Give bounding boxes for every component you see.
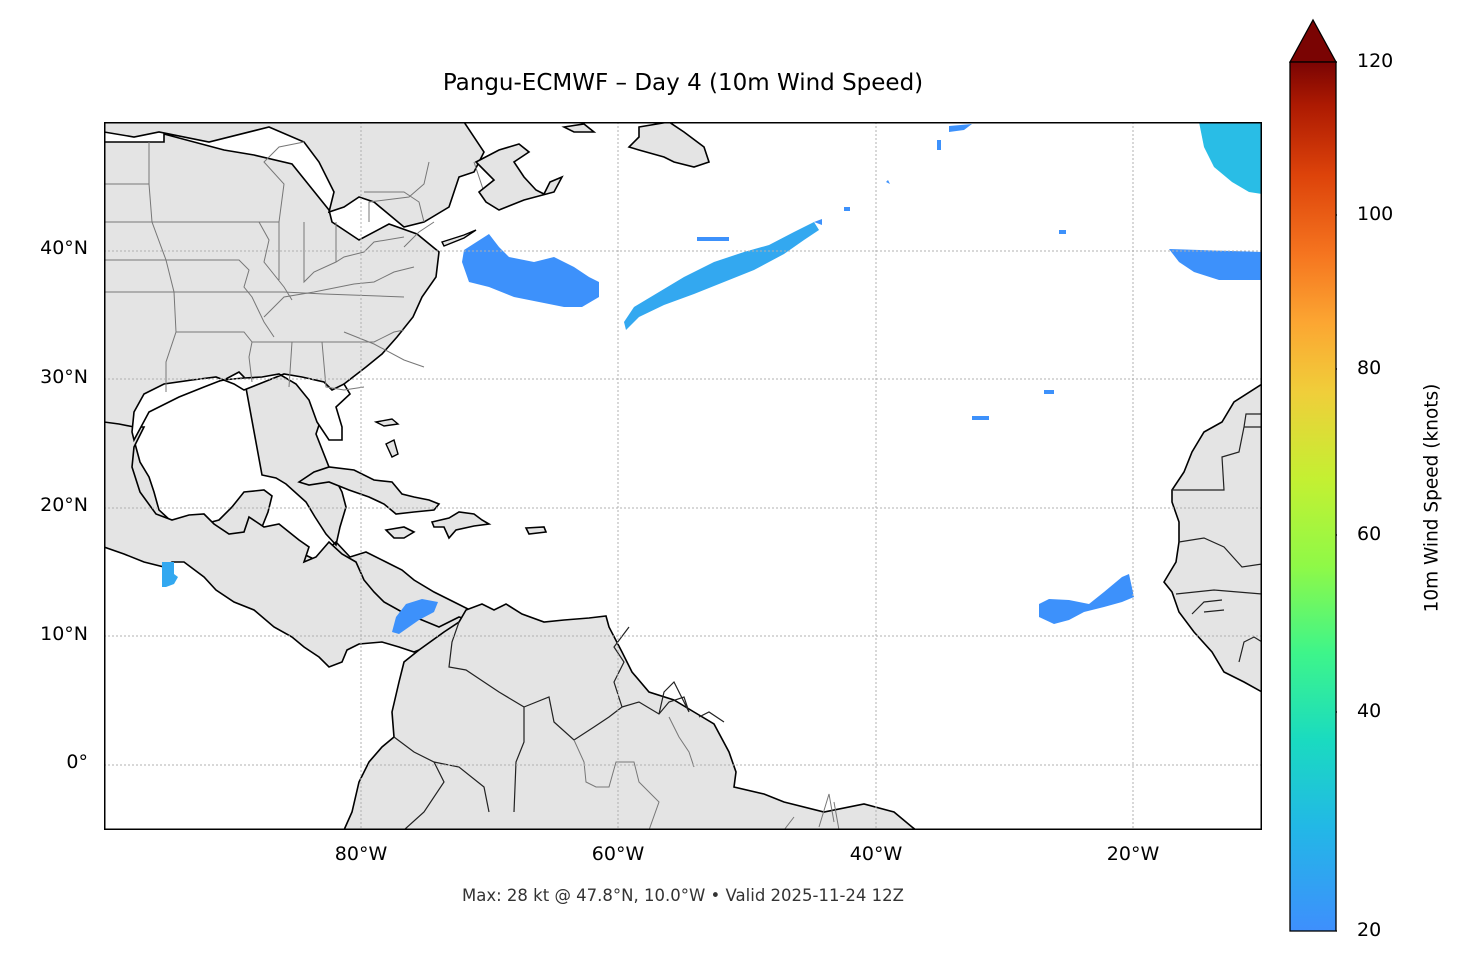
- y-tick-label: 40°N: [40, 237, 88, 259]
- south-america: [343, 603, 918, 830]
- state-borders: [104, 141, 505, 392]
- colorbar-tick: 60: [1357, 523, 1382, 545]
- puerto-rico: [524, 526, 548, 535]
- colorbar-tick: 40: [1357, 700, 1382, 722]
- country-borders-africa: [1172, 413, 1262, 663]
- wind-region-central-atlantic: [624, 222, 819, 330]
- x-tick-label: 80°W: [334, 843, 388, 865]
- wind-region-tehuantepec: [162, 562, 178, 587]
- y-tick-label: 10°N: [40, 623, 88, 645]
- wind-speed-regions: [162, 122, 1262, 634]
- colorbar-tick: 20: [1357, 919, 1382, 941]
- hispaniola: [430, 511, 492, 540]
- wind-region-us-northeast: [462, 234, 599, 307]
- cuba: [297, 466, 441, 515]
- colorbar-tick: 100: [1357, 203, 1394, 225]
- west-africa: [1163, 383, 1262, 693]
- gridlines: [104, 122, 1262, 830]
- bahamas: [373, 418, 400, 458]
- chart-title: Pangu-ECMWF – Day 4 (10m Wind Speed): [442, 70, 924, 96]
- gulf-of-mexico: [131, 373, 352, 443]
- wind-region-sliver-north: [697, 207, 850, 241]
- colorbar-tick: 80: [1357, 357, 1382, 379]
- colorbar: [1289, 18, 1337, 932]
- y-tick-label: 0°: [66, 751, 88, 773]
- y-tick-label: 30°N: [40, 366, 88, 388]
- x-tick-label: 40°W: [849, 843, 903, 865]
- state-borders-brazil: [573, 716, 840, 830]
- x-tick-label: 60°W: [591, 843, 645, 865]
- wind-region-northeast-max: [1199, 122, 1262, 194]
- colorbar-tick: 120: [1357, 50, 1394, 72]
- long-island: [441, 229, 477, 247]
- atlantic-canada: [474, 122, 711, 211]
- country-borders-sa: [393, 621, 725, 830]
- chart-subtitle: Max: 28 kt @ 47.8°N, 10.0°W • Valid 2025…: [462, 886, 904, 905]
- colorbar-label: 10m Wind Speed (knots): [1421, 383, 1443, 613]
- jamaica: [384, 526, 416, 539]
- wind-region-iberia-west: [1169, 249, 1262, 280]
- wind-region-specks: [886, 124, 1066, 420]
- map-plot-area: [104, 122, 1262, 830]
- mexico-central-america: [104, 421, 501, 668]
- y-tick-label: 20°N: [40, 494, 88, 516]
- x-tick-label: 20°W: [1106, 843, 1160, 865]
- wind-region-colombia-coast: [392, 599, 438, 634]
- wind-region-cape-verde: [1039, 574, 1134, 624]
